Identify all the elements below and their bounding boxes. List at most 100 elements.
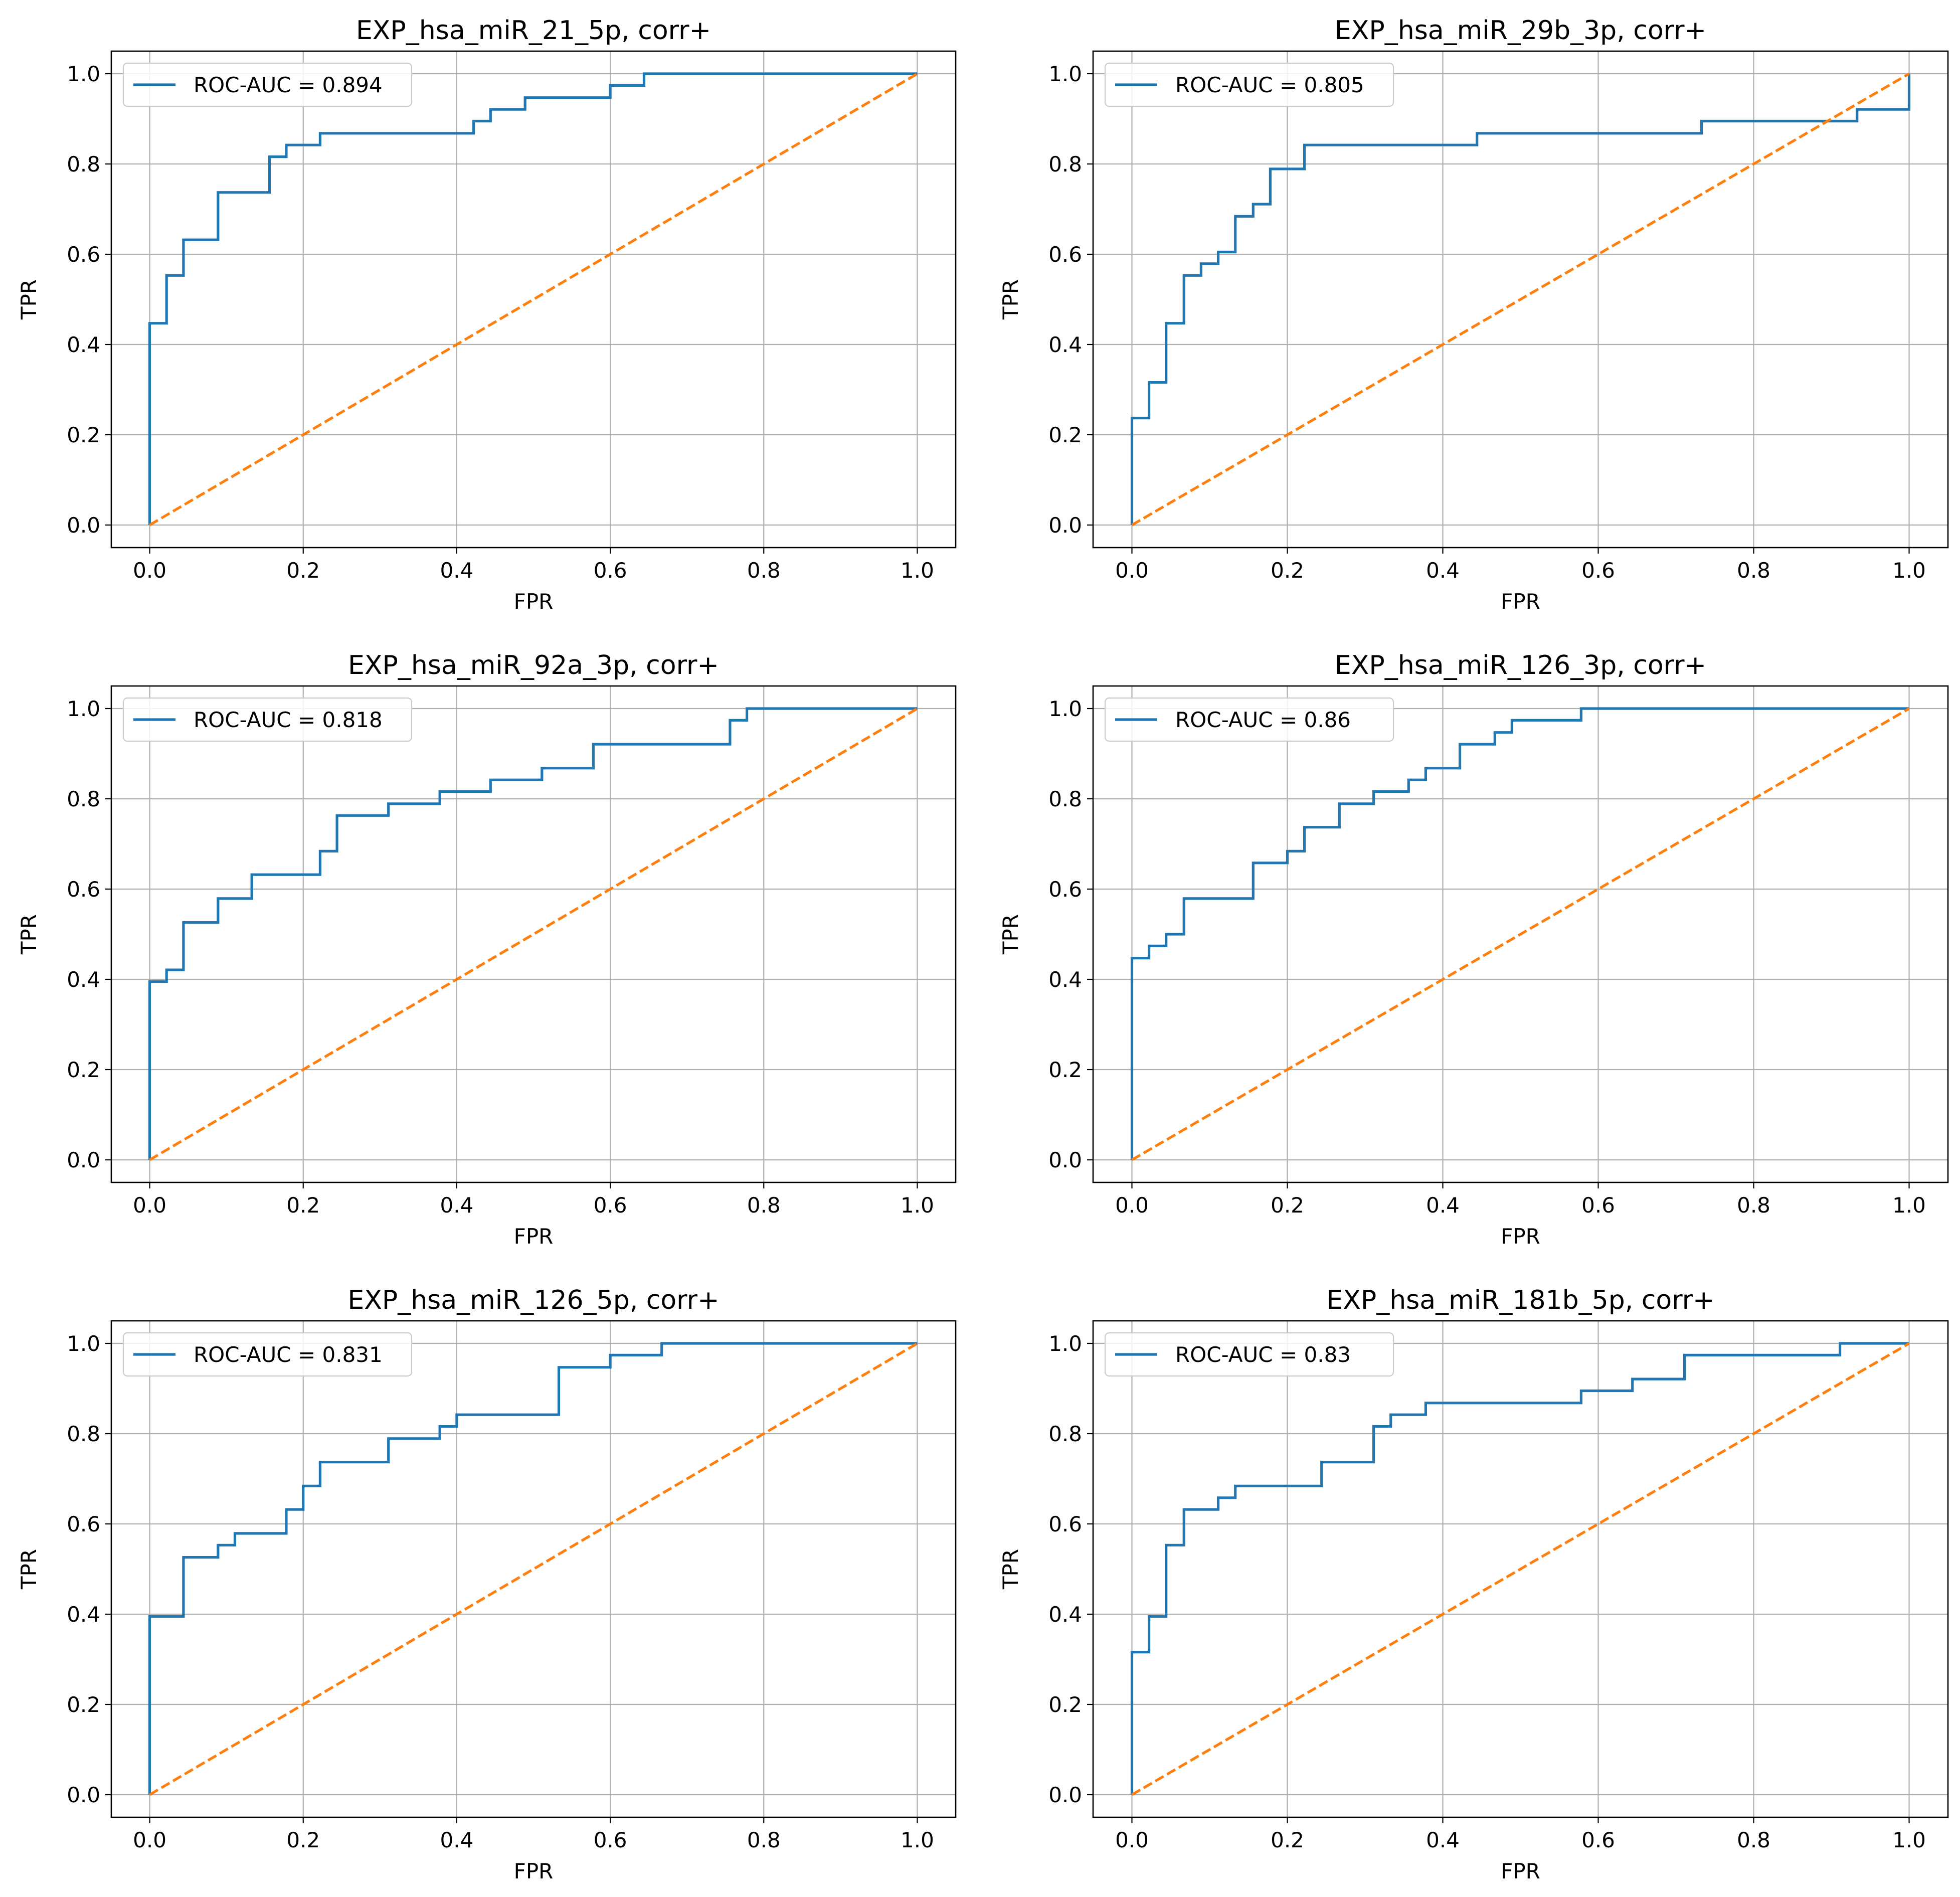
y-tick-label: 1.0 [67,62,100,86]
y-tick-label: 0.6 [67,242,100,267]
axes-frame [1092,685,1949,1183]
x-tick-label: 0.0 [1115,558,1149,583]
y-tick-label: 0.8 [1048,152,1082,177]
y-axis-label: TPR [998,1549,1023,1590]
legend-box [122,1332,413,1377]
chance-diagonal-line [149,1342,918,1796]
panel-title: EXP_hsa_miR_181b_5p, corr+ [1326,1285,1714,1315]
x-tick-label: 1.0 [901,1828,934,1852]
x-tick-label: 0.0 [1115,1193,1149,1218]
legend-label: ROC-AUC = 0.818 [194,708,383,732]
roc-panel-5: EXP_hsa_miR_126_5p, corr+ 0.0 0.2 0.4 0.6 0.8… [17,1285,957,1883]
roc-panel-1: EXP_hsa_miR_21_5p, corr+ 0.0 0.2 0.4 0.6 0.8 1… [17,16,957,614]
panel-title: EXP_hsa_miR_126_3p, corr+ [1335,650,1706,680]
x-tick-label: 0.2 [286,1193,320,1218]
x-tick-label: 0.2 [1271,558,1304,583]
legend-box [122,62,413,107]
x-tick-label: 0.6 [1581,1193,1615,1218]
y-axis-label: TPR [17,279,41,320]
x-tick-label: 0.6 [1581,1828,1615,1852]
roc-curve-line [148,707,918,1160]
roc-curve-line [1130,707,1909,1160]
x-axis-label: FPR [514,1224,554,1249]
x-axis-label: FPR [1501,1224,1540,1249]
y-tick-label: 1.0 [67,1331,100,1356]
legend-box [1104,62,1394,107]
x-tick-label: 0.4 [1426,558,1460,583]
y-tick-label: 0.6 [67,1512,100,1536]
legend-box [1104,1332,1394,1377]
legend: ROC-AUC = 0.831 [122,1332,413,1377]
y-tick-label: 0.8 [67,1422,100,1446]
x-axis-label: FPR [514,1859,554,1883]
y-tick-label: 0.0 [1048,1783,1082,1807]
y-tick-label: 0.2 [67,1692,100,1717]
x-tick-label: 0.4 [1426,1828,1460,1852]
chance-diagonal-line [149,707,918,1161]
x-axis-label: FPR [1501,1859,1540,1883]
y-tick-label: 0.4 [67,1602,100,1627]
legend: ROC-AUC = 0.805 [1104,62,1394,107]
chance-diagonal-line [1131,72,1910,527]
panel-title: EXP_hsa_miR_29b_3p, corr+ [1335,16,1706,46]
y-axis-label: TPR [17,1549,41,1590]
y-tick-label: 1.0 [67,697,100,721]
x-tick-label: 0.0 [133,1828,166,1852]
y-tick-label: 0.0 [67,1783,100,1807]
x-tick-label: 0.4 [440,1193,474,1218]
x-tick-label: 0.4 [440,1828,474,1852]
y-tick-label: 0.0 [67,513,100,538]
y-tick-label: 0.8 [67,787,100,811]
x-tick-label: 0.2 [286,558,320,583]
x-tick-label: 1.0 [1892,1193,1926,1218]
x-tick-label: 1.0 [901,1193,934,1218]
axes-frame [110,50,957,549]
panel-title: EXP_hsa_miR_21_5p, corr+ [356,16,711,46]
y-axis-label: TPR [998,914,1023,955]
x-tick-label: 0.0 [133,558,166,583]
y-tick-label: 0.2 [1048,423,1082,447]
chance-diagonal-line [1131,1342,1910,1796]
y-tick-label: 0.6 [1048,242,1082,267]
y-tick-label: 0.0 [67,1148,100,1172]
x-tick-label: 0.2 [286,1828,320,1852]
y-tick-label: 0.2 [67,1058,100,1082]
y-tick-label: 0.4 [67,332,100,357]
y-tick-label: 0.8 [67,152,100,177]
y-axis-label: TPR [17,914,41,955]
x-axis-label: FPR [514,589,554,614]
chance-diagonal-line [1131,707,1910,1161]
x-tick-label: 0.6 [1581,558,1615,583]
axes-frame [110,1320,957,1818]
y-tick-label: 0.0 [1048,513,1082,538]
x-tick-label: 0.8 [747,1828,781,1852]
x-tick-label: 0.0 [1115,1828,1149,1852]
legend: ROC-AUC = 0.83 [1104,1332,1394,1377]
x-tick-label: 0.8 [1737,1828,1770,1852]
legend-label: ROC-AUC = 0.805 [1175,73,1364,97]
legend-box [1104,697,1394,742]
y-tick-label: 1.0 [1048,697,1082,721]
x-tick-label: 1.0 [901,558,934,583]
y-tick-label: 0.2 [1048,1058,1082,1082]
y-tick-label: 1.0 [1048,1331,1082,1356]
y-tick-label: 0.0 [1048,1148,1082,1172]
x-tick-label: 0.6 [594,1193,627,1218]
x-tick-label: 0.2 [1271,1828,1304,1852]
roc-panel-6: EXP_hsa_miR_181b_5p, corr+ 0.0 0.2 0.4 0.6 0.… [998,1285,1949,1883]
y-tick-label: 0.2 [1048,1692,1082,1717]
y-tick-label: 0.6 [1048,1512,1082,1536]
roc-curve-line [1130,1342,1909,1795]
legend-box [122,697,413,742]
legend: ROC-AUC = 0.818 [122,697,413,742]
x-tick-label: 0.8 [1737,1193,1770,1218]
roc-panel-2: EXP_hsa_miR_29b_3p, corr+ 0.0 0.2 0.4 0.6 0.8… [998,16,1949,614]
x-tick-label: 0.8 [747,558,781,583]
x-tick-label: 0.0 [133,1193,166,1218]
x-tick-label: 1.0 [1892,558,1926,583]
y-axis-label: TPR [998,279,1023,320]
panel-title: EXP_hsa_miR_92a_3p, corr+ [348,650,719,680]
x-tick-label: 0.6 [594,1828,627,1852]
roc-curve-line [1130,74,1911,525]
